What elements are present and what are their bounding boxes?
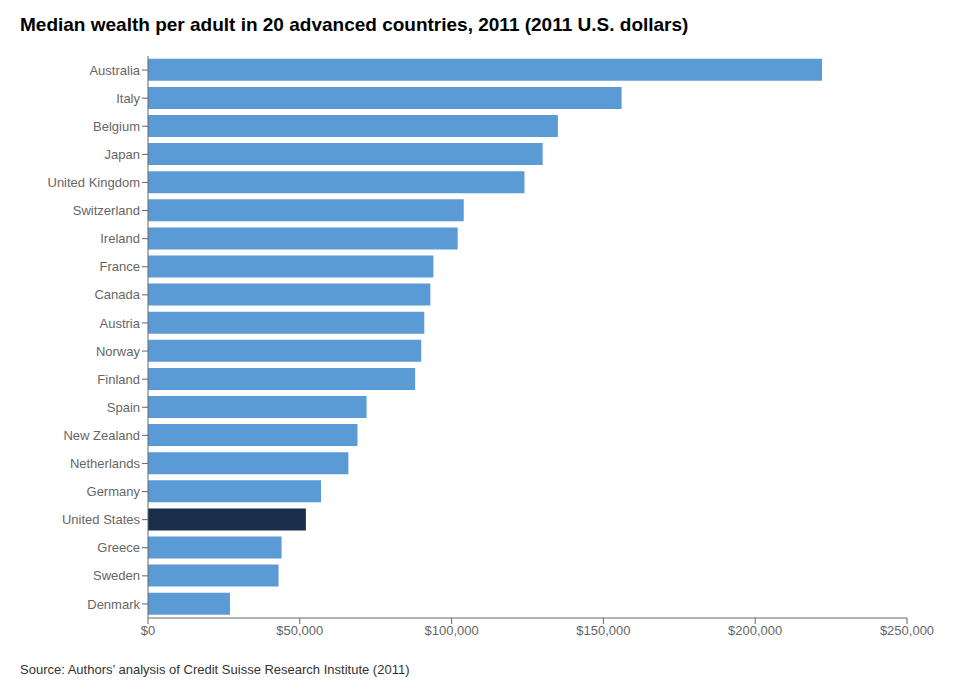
svg-text:Ireland: Ireland xyxy=(100,231,140,246)
svg-text:Sweden: Sweden xyxy=(93,568,140,583)
svg-text:Greece: Greece xyxy=(97,540,140,555)
svg-text:Switzerland: Switzerland xyxy=(73,203,140,218)
svg-text:Italy: Italy xyxy=(116,91,140,106)
svg-text:Norway: Norway xyxy=(96,344,141,359)
svg-text:$250,000: $250,000 xyxy=(880,623,934,638)
svg-text:Germany: Germany xyxy=(87,484,141,499)
svg-text:Japan: Japan xyxy=(105,147,140,162)
svg-text:Denmark: Denmark xyxy=(87,597,140,612)
html-text:Median wealth per adult in 20: Median wealth per adult in 20 advanced c… xyxy=(20,14,689,35)
svg-text:Netherlands: Netherlands xyxy=(70,456,141,471)
svg-text:Canada: Canada xyxy=(94,287,140,302)
svg-text:Belgium: Belgium xyxy=(93,119,140,134)
svg-text:Austria: Austria xyxy=(100,316,141,331)
svg-text:$200,000: $200,000 xyxy=(728,623,782,638)
svg-text:Australia: Australia xyxy=(89,63,140,78)
svg-text:$100,000: $100,000 xyxy=(424,623,478,638)
svg-text:United States: United States xyxy=(62,512,141,527)
svg-text:United Kingdom: United Kingdom xyxy=(48,175,141,190)
svg-text:$50,000: $50,000 xyxy=(276,623,323,638)
svg-text:$150,000: $150,000 xyxy=(576,623,630,638)
html-text:Source: Authors’ analysis of C: Source: Authors’ analysis of Credit Suis… xyxy=(20,662,410,677)
svg-text:Finland: Finland xyxy=(97,372,140,387)
svg-text:$0: $0 xyxy=(141,623,155,638)
svg-text:Spain: Spain xyxy=(107,400,140,415)
svg-text:France: France xyxy=(100,259,140,274)
svg-text:New Zealand: New Zealand xyxy=(63,428,140,443)
